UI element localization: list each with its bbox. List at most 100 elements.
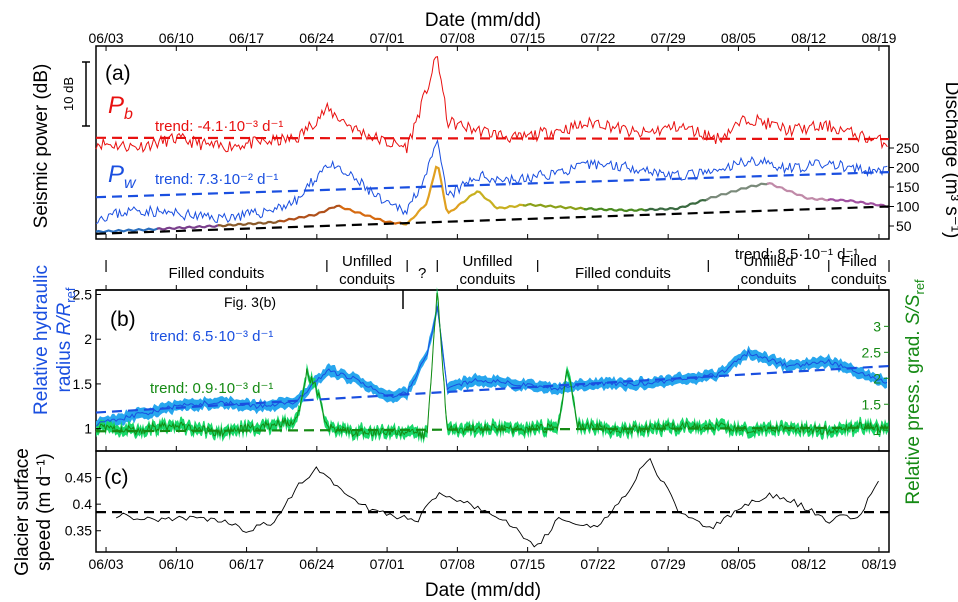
bottom-tick-label: 07/15: [510, 556, 545, 572]
trend-label-r: trend: 6.5·10⁻³ d⁻¹: [150, 328, 273, 345]
panel-a-ylabel-right: Discharge (m³ s⁻¹): [941, 82, 958, 239]
trend-line-s: [95, 426, 890, 433]
scale-bar-label: 10 dB: [61, 77, 76, 111]
series-discharge-segment: [400, 165, 465, 226]
series-discharge-segment: [339, 205, 404, 225]
pb-label-sub: b: [124, 106, 133, 123]
bottom-tick-labels: 06/03 06/10 06/17 06/24 07/01 07/08 07/15 07/22…: [89, 234, 897, 572]
s-tick-label: 1: [873, 422, 881, 438]
regime-label: conduits: [741, 271, 797, 288]
panel-b-ylabel-line2-math: R/R: [54, 302, 75, 335]
panel-b-ylabel-right-math: S/S: [903, 294, 924, 325]
regime-label: Filled: [841, 253, 877, 270]
trend-line: [95, 136, 890, 141]
bottom-axis-label: Date (mm/dd): [425, 580, 541, 601]
top-tick-label: 06/24: [299, 30, 334, 46]
series-discharge-segment: [644, 198, 709, 212]
discharge-tick-label: 250: [896, 140, 920, 156]
trend-label-s: trend: 0.9·10⁻³ d⁻¹: [150, 380, 273, 397]
panel-c-ylabel-line1: Glacier surface: [12, 448, 33, 576]
pw-label-main: P: [108, 161, 124, 188]
bottom-tick-label: 06/24: [299, 556, 334, 572]
panel-b-ylabel-right-prefix: Relative press. grad.: [903, 325, 924, 505]
series-discharge-segment: [278, 204, 343, 223]
series-discharge-segment: [827, 198, 889, 208]
panel-b-ylabel-right: Relative press. grad. S/Sref: [903, 279, 927, 505]
bottom-tick-label: 08/12: [791, 556, 826, 572]
r-tick-label: 1.5: [73, 376, 93, 392]
series-discharge-segment: [522, 202, 587, 211]
trend-label-pb: trend: -4.1·10⁻³ d⁻¹: [155, 118, 283, 135]
panel-b-right-ticks: 1 1.5 2 2.5 3: [862, 318, 889, 438]
bottom-tick-label: 06/10: [159, 556, 194, 572]
panel-c-frame: [95, 450, 890, 553]
panel-b-trends: [95, 364, 890, 433]
trend-line-r: [95, 364, 890, 414]
panel-b-left-ticks: 1 1.5 2 2.5: [73, 286, 101, 437]
fig-ref-label: Fig. 3(b): [224, 294, 276, 310]
series-r-band: [96, 301, 887, 432]
top-tick-label: 06/03: [89, 30, 124, 46]
panel-b-ylabel-line2-prefix: radius: [54, 335, 75, 392]
s-tick-label: 2.5: [862, 344, 882, 360]
regime-label: Filled conduits: [575, 265, 671, 282]
panel-c-label: (c): [104, 466, 129, 489]
regime-label: ?: [418, 265, 426, 282]
series-discharge-segment: [156, 224, 220, 231]
bottom-tick-label: 07/01: [370, 556, 405, 572]
series-discharge-segment: [705, 182, 770, 202]
panel-c-left-ticks: 0.35 0.4 0.45: [65, 470, 101, 539]
series-discharge-segment: [95, 227, 160, 234]
series-discharge-segment: [218, 219, 281, 228]
top-tick-label: 06/10: [159, 30, 194, 46]
top-tick-label: 07/08: [440, 30, 475, 46]
top-tick-label: 08/05: [721, 30, 756, 46]
series-discharge-segment: [766, 182, 831, 202]
top-tick-label: 07/29: [651, 30, 686, 46]
discharge-tick-label: 50: [896, 218, 912, 234]
r-tick-label: 2.5: [73, 286, 93, 302]
top-tick-label: 06/17: [229, 30, 264, 46]
regime-label: conduits: [831, 271, 887, 288]
pb-label: Pb: [108, 92, 133, 123]
panel-a-frame: [95, 45, 890, 240]
series-discharge-segment: [583, 207, 647, 213]
panel-a-trends: [95, 136, 890, 235]
discharge-tick-label: 150: [896, 179, 920, 195]
pb-label-main: P: [108, 92, 124, 119]
top-tick-labels: 06/03 06/10 06/17 06/24 07/01 07/08 07/15 07/22…: [89, 30, 897, 51]
trend-line: [95, 205, 890, 235]
regime-label: Filled conduits: [169, 265, 265, 282]
s-tick-label: 3: [873, 318, 881, 334]
trend-label-pw: trend: 7.3·10⁻² d⁻¹: [155, 171, 278, 188]
r-tick-label: 1: [84, 421, 92, 437]
regime-label: conduits: [460, 271, 516, 288]
bottom-tick-label: 07/22: [580, 556, 615, 572]
discharge-tick-label: 200: [896, 160, 920, 176]
top-tick-label: 08/12: [791, 30, 826, 46]
bottom-tick-label: 08/19: [861, 556, 896, 572]
top-axis-label: Date (mm/dd): [425, 10, 541, 31]
regime-label: Unfilled: [462, 253, 512, 270]
bottom-tick-label: 07/29: [651, 556, 686, 572]
trend-label-discharge: trend: 8.5·10⁻¹ d⁻¹: [735, 246, 858, 263]
panel-a-label: (a): [105, 62, 131, 85]
regime-label: conduits: [339, 271, 395, 288]
trend-line: [95, 170, 890, 199]
speed-tick-label: 0.35: [65, 523, 92, 539]
discharge-tick-label: 100: [896, 199, 920, 215]
regime-label: Unfilled: [744, 253, 794, 270]
top-tick-label: 07/01: [370, 30, 405, 46]
top-tick-label: 07/22: [580, 30, 615, 46]
panel-c-series: [115, 457, 879, 548]
r-tick-label: 2: [84, 331, 92, 347]
series-pb-line: [95, 56, 888, 154]
top-tick-label: 08/19: [861, 30, 896, 46]
series-speed-line: [115, 457, 879, 548]
top-tick-label: 07/15: [510, 30, 545, 46]
speed-tick-label: 0.45: [65, 470, 92, 486]
panel-a-ylabel: Seismic power (dB): [31, 64, 52, 229]
series-pw-line: [95, 138, 888, 224]
